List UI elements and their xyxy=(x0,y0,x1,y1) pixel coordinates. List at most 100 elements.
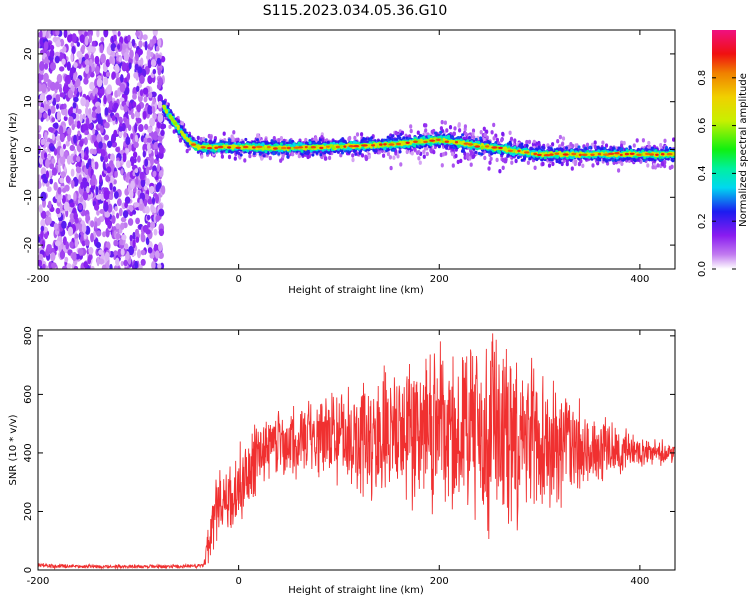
noise-cell xyxy=(115,146,120,153)
noise-cell xyxy=(40,138,46,146)
spectral-cell xyxy=(420,145,424,149)
noise-cell xyxy=(147,247,153,254)
spectral-cell xyxy=(437,145,441,149)
noise-cell xyxy=(115,65,120,73)
noise-cell xyxy=(120,222,125,230)
noise-cell xyxy=(67,226,74,237)
spectral-cell xyxy=(268,155,272,161)
spectral-cell xyxy=(479,130,483,135)
noise-cell xyxy=(66,155,72,165)
spectral-cell xyxy=(419,133,422,138)
spectral-cell xyxy=(163,100,167,104)
noise-cell xyxy=(96,78,103,88)
noise-cell xyxy=(150,91,157,98)
spectral-cell xyxy=(196,150,200,154)
noise-cell xyxy=(150,59,157,67)
noise-cell xyxy=(45,210,50,216)
noise-cell xyxy=(99,209,105,214)
spectral-cell xyxy=(489,156,493,161)
noise-cell xyxy=(70,168,75,177)
noise-cell xyxy=(45,158,50,169)
noise-cell xyxy=(116,212,120,219)
noise-cell xyxy=(74,233,79,239)
spectral-cell xyxy=(230,150,234,154)
noise-cell xyxy=(86,186,90,194)
spectral-cell xyxy=(288,139,292,143)
spectral-cell xyxy=(196,135,200,141)
noise-cell xyxy=(94,161,99,170)
noise-cell xyxy=(153,131,158,141)
spectral-cell xyxy=(291,152,295,157)
noise-cell xyxy=(38,253,44,260)
spectral-cell xyxy=(370,136,374,140)
noise-cell xyxy=(134,63,139,71)
noise-cell xyxy=(69,241,74,249)
noise-cell xyxy=(121,234,127,241)
noise-cell xyxy=(137,155,141,163)
spectral-cell xyxy=(362,137,366,141)
noise-cell xyxy=(132,239,136,249)
noise-cell xyxy=(51,158,56,164)
noise-cell xyxy=(151,261,156,269)
spectral-cell xyxy=(200,154,204,159)
noise-cell xyxy=(54,81,60,90)
noise-cell xyxy=(51,247,55,253)
spectral-cell xyxy=(409,128,413,134)
spectral-cell xyxy=(510,160,514,165)
spectral-cell xyxy=(526,160,531,165)
noise-cell xyxy=(96,133,102,143)
noise-cell xyxy=(140,249,146,256)
noise-cell xyxy=(63,201,70,212)
noise-cell xyxy=(132,93,137,100)
noise-cell xyxy=(114,206,118,212)
spectral-cell xyxy=(355,132,360,137)
noise-cell xyxy=(143,137,148,144)
noise-cell xyxy=(67,134,71,142)
noise-cell xyxy=(129,189,134,199)
noise-cell xyxy=(155,45,160,52)
noise-cell xyxy=(157,38,162,47)
noise-cell xyxy=(65,140,70,147)
noise-cell xyxy=(100,125,104,134)
noise-cell xyxy=(123,259,128,267)
noise-cell xyxy=(53,181,58,191)
noise-cell xyxy=(95,194,102,200)
spectral-cell xyxy=(415,145,419,149)
noise-cell xyxy=(123,116,127,123)
noise-cell xyxy=(135,52,139,62)
spectral-cell xyxy=(521,145,524,149)
spectral-cell xyxy=(604,143,609,148)
spectral-cell xyxy=(252,152,256,156)
noise-cell xyxy=(137,249,141,259)
noise-cell xyxy=(134,260,139,269)
noise-cell xyxy=(54,240,61,247)
noise-cell xyxy=(104,251,110,262)
noise-cell xyxy=(126,148,130,154)
spectral-cell xyxy=(199,137,203,142)
spectral-ridge xyxy=(161,98,675,174)
spectral-cell xyxy=(520,158,524,162)
spectral-cell xyxy=(490,130,494,135)
noise-cell xyxy=(62,46,67,53)
spectral-cell xyxy=(320,137,325,143)
spectral-cell xyxy=(430,129,434,135)
noise-cell xyxy=(103,76,109,86)
noise-cell xyxy=(58,125,64,136)
spectral-cell xyxy=(191,136,195,141)
noise-cell xyxy=(98,141,103,149)
spectral-cell xyxy=(465,154,469,160)
noise-cell xyxy=(77,108,82,115)
spectral-cell xyxy=(474,150,478,154)
spectral-cell xyxy=(239,153,243,157)
spectral-cell xyxy=(456,159,460,165)
spectral-cell xyxy=(480,152,484,156)
spectral-cell xyxy=(451,163,455,168)
spectral-cell xyxy=(591,163,595,168)
spectral-cell xyxy=(297,153,301,159)
noise-cell xyxy=(111,71,116,80)
noise-cell xyxy=(67,127,72,135)
noise-cell xyxy=(44,131,48,141)
noise-cell xyxy=(135,236,140,243)
noise-cell xyxy=(71,45,76,55)
noise-cell xyxy=(49,81,56,91)
